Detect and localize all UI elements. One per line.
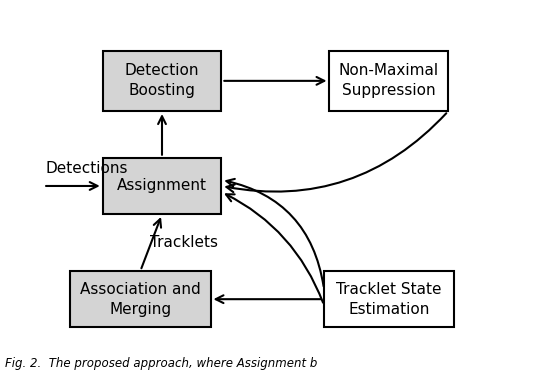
FancyBboxPatch shape xyxy=(329,50,448,111)
FancyBboxPatch shape xyxy=(324,271,454,327)
Text: Detection
Boosting: Detection Boosting xyxy=(125,64,199,98)
Text: Fig. 2.  The proposed approach, where Assignment b: Fig. 2. The proposed approach, where Ass… xyxy=(5,357,318,370)
Text: Tracklet State
Estimation: Tracklet State Estimation xyxy=(336,282,442,317)
FancyBboxPatch shape xyxy=(103,50,221,111)
Text: Tracklets: Tracklets xyxy=(150,235,218,250)
Text: Non-Maximal
Suppression: Non-Maximal Suppression xyxy=(339,64,439,98)
FancyBboxPatch shape xyxy=(70,271,211,327)
Text: Association and
Merging: Association and Merging xyxy=(80,282,201,317)
Text: Assignment: Assignment xyxy=(117,179,207,194)
FancyBboxPatch shape xyxy=(103,158,221,214)
Text: Detections: Detections xyxy=(46,161,129,176)
